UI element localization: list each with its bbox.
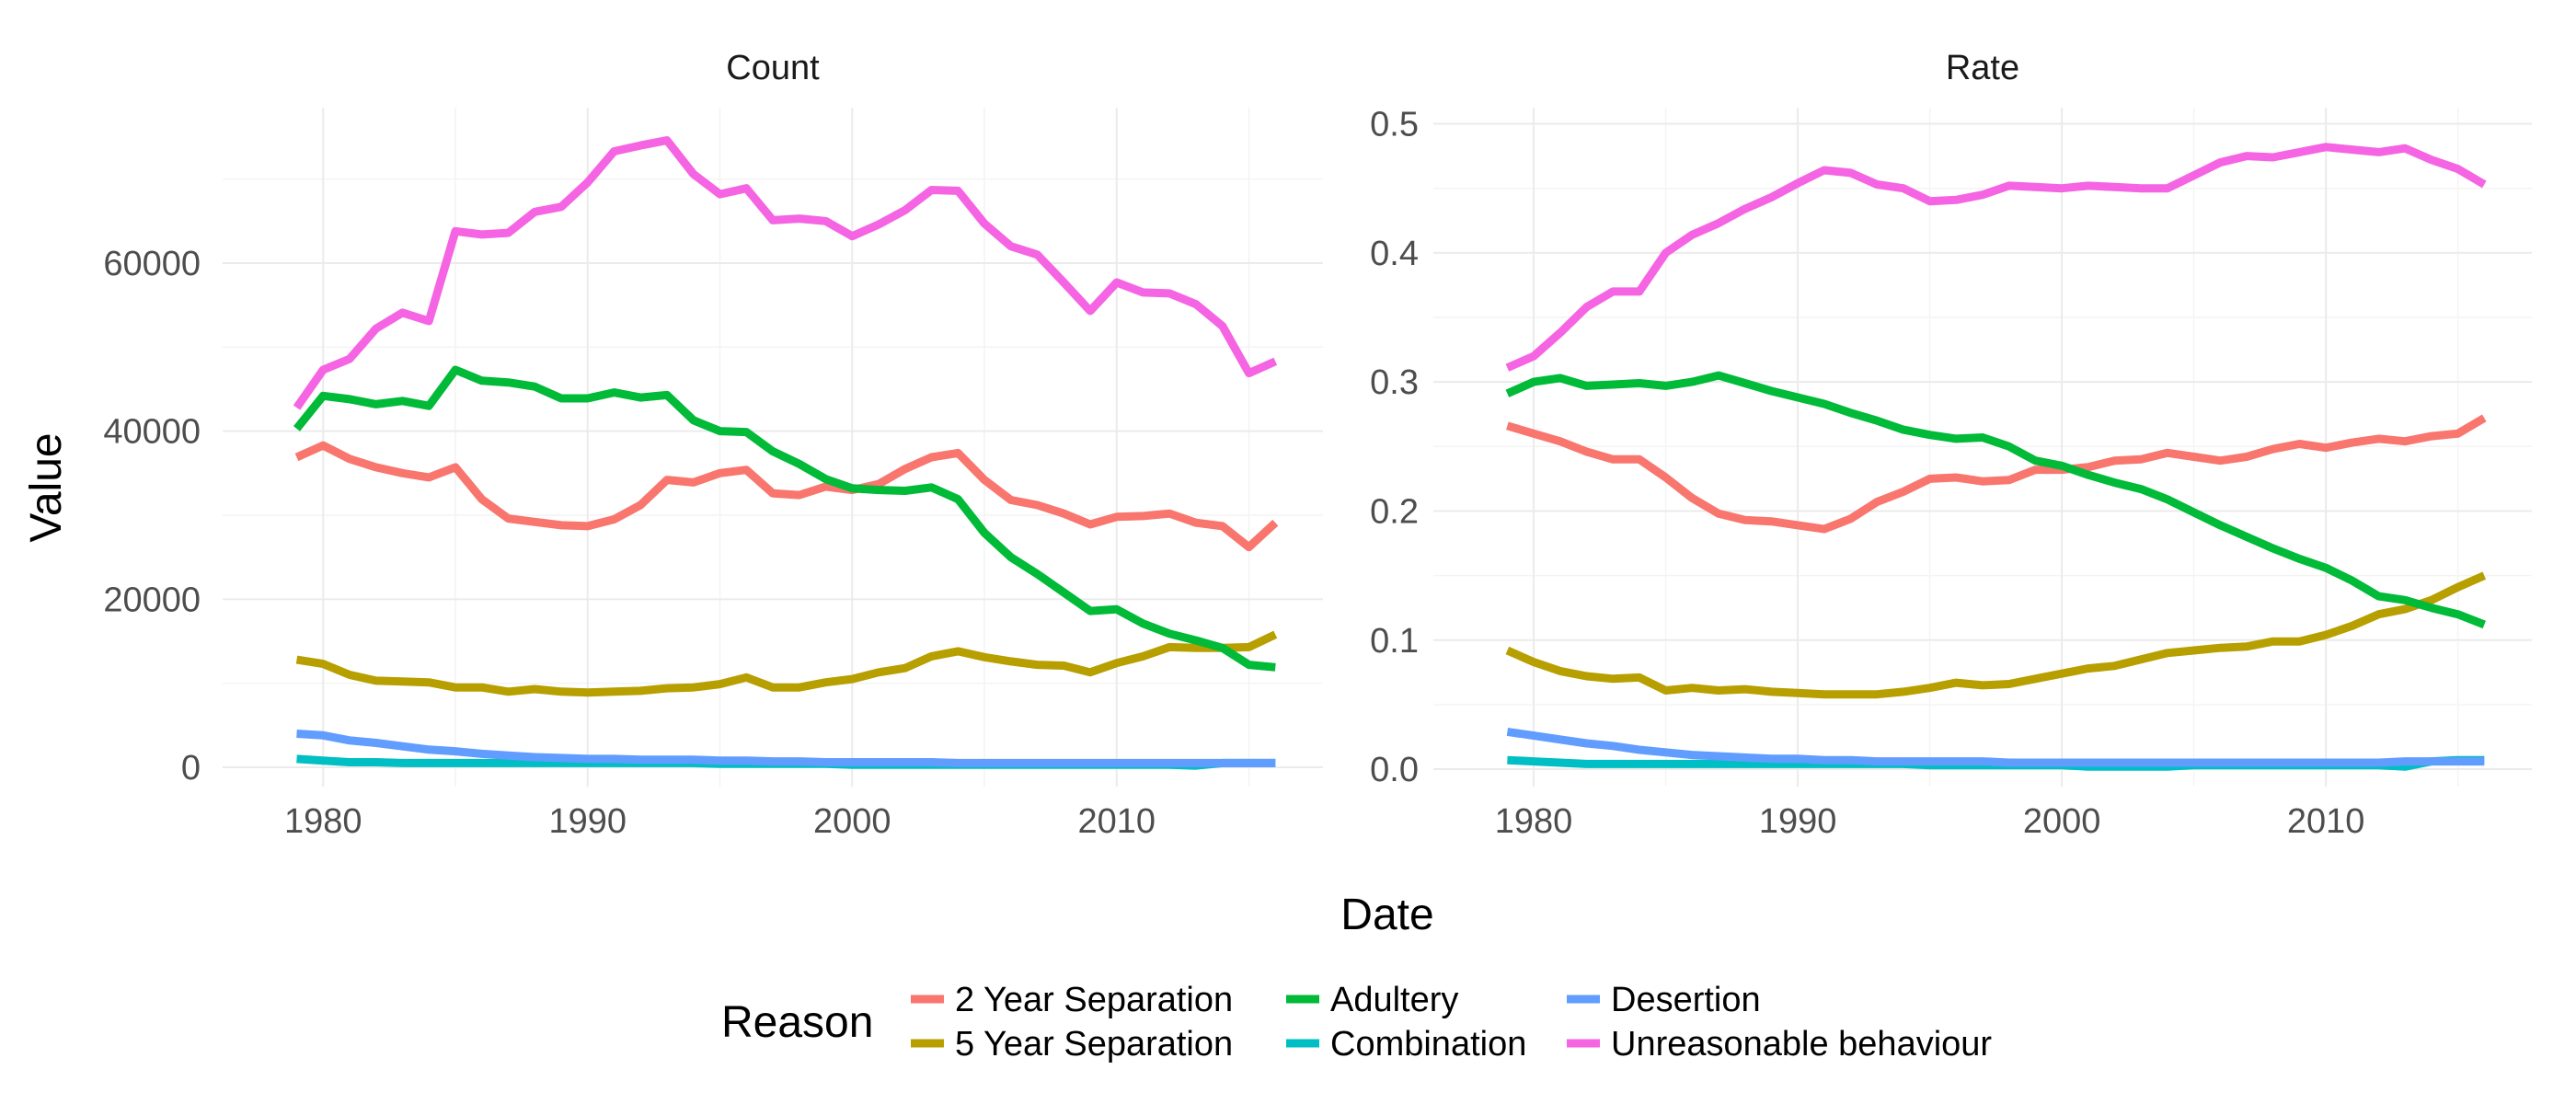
y-tick-label: 0.5 <box>1370 106 1419 144</box>
legend-label: Desertion <box>1611 981 1761 1019</box>
legend-item-5-year-separation: 5 Year Separation <box>911 1025 1233 1064</box>
legend-item-desertion: Desertion <box>1567 981 1761 1019</box>
series-line-5-year-separation <box>295 630 1278 697</box>
x-tick-label: 1990 <box>1759 802 1837 841</box>
series-line-5-year-separation <box>1505 571 2487 699</box>
legend-label: 5 Year Separation <box>955 1025 1233 1064</box>
y-tick-label: 0.2 <box>1370 492 1419 531</box>
y-tick-label: 0.4 <box>1370 235 1419 273</box>
series-line-desertion <box>1506 727 2485 767</box>
series-line-adultery <box>293 365 1276 672</box>
y-tick-label: 0.1 <box>1370 622 1419 661</box>
x-axis-title: Date <box>1340 891 1433 939</box>
legend-title: Reason <box>721 998 873 1047</box>
x-tick-label: 1990 <box>548 802 627 841</box>
series-line-unreasonable-behaviour <box>293 136 1278 410</box>
y-axis-title: Value <box>22 432 71 542</box>
facet-panel-rate: 0.0 0.1 0.2 0.3 0.4 0.5 1980 1990 2000 2010 Rate <box>1370 49 2532 841</box>
legend-item-2-year-separation: 2 Year Separation <box>911 981 1233 1019</box>
legend-item-combination: Combination <box>1286 1025 1526 1064</box>
y-tick-label: 0.0 <box>1370 751 1419 789</box>
legend-label: Unreasonable behaviour <box>1611 1025 1992 1064</box>
x-tick-label: 2010 <box>1077 802 1156 841</box>
legend-item-adultery: Adultery <box>1286 981 1458 1019</box>
legend-item-unreasonable-behaviour: Unreasonable behaviour <box>1567 1025 1992 1064</box>
y-tick-label: 60000 <box>103 245 201 283</box>
series-line-unreasonable-behaviour <box>1505 143 2487 372</box>
x-tick-label: 2010 <box>2287 802 2365 841</box>
legend: Reason 2 Year Separation 5 Year Separatio… <box>721 981 1992 1064</box>
y-tick-label: 0 <box>181 749 201 788</box>
facet-title: Count <box>726 49 820 87</box>
legend-label: 2 Year Separation <box>955 981 1233 1019</box>
facet-title: Rate <box>1946 49 2019 87</box>
legend-label: Combination <box>1330 1025 1526 1064</box>
series-line-2-year-separation <box>1506 414 2487 534</box>
series-line-desertion <box>296 730 1276 767</box>
legend-label: Adultery <box>1330 981 1458 1019</box>
facet-panel-count: 0 20000 40000 60000 1980 1990 2000 2010 Count <box>103 49 1323 841</box>
x-tick-label: 2000 <box>2023 802 2101 841</box>
series-line-adultery <box>1505 371 2486 629</box>
x-tick-label: 1980 <box>1495 802 1573 841</box>
x-tick-label: 2000 <box>813 802 891 841</box>
series-line-2-year-separation <box>294 441 1279 552</box>
y-tick-label: 0.3 <box>1370 363 1419 402</box>
x-tick-label: 1980 <box>284 802 362 841</box>
y-tick-label: 40000 <box>103 413 201 452</box>
y-tick-label: 20000 <box>103 581 201 619</box>
legend-items: 2 Year Separation 5 Year Separation Adulte… <box>911 981 1992 1064</box>
